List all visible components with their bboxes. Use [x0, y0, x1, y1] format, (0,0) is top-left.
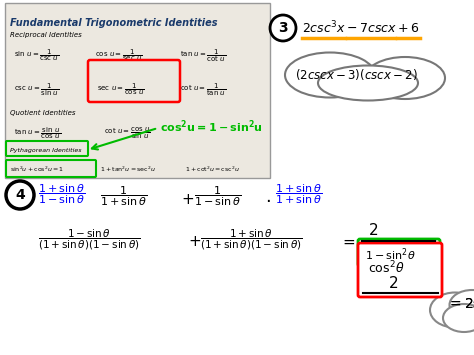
Text: Reciprocal Identities: Reciprocal Identities: [10, 32, 82, 38]
Text: Quotient Identities: Quotient Identities: [10, 110, 75, 116]
Text: Pythagorean Identities: Pythagorean Identities: [10, 148, 82, 153]
Text: $\sin\,u = \dfrac{1}{\csc\,u}$: $\sin\,u = \dfrac{1}{\csc\,u}$: [14, 48, 59, 63]
Text: $2$: $2$: [388, 275, 398, 291]
Text: $1-\sin^2\!\theta$: $1-\sin^2\!\theta$: [365, 246, 416, 263]
FancyBboxPatch shape: [358, 243, 442, 297]
Ellipse shape: [318, 66, 418, 100]
Text: $\sec\,u = \dfrac{1}{\cos\,u}$: $\sec\,u = \dfrac{1}{\cos\,u}$: [97, 82, 145, 97]
Text: $\dfrac{1+\sin\theta}{1-\sin\theta}$: $\dfrac{1+\sin\theta}{1-\sin\theta}$: [38, 183, 85, 207]
Text: $(2cscx-3)(cscx-2)$: $(2cscx-3)(cscx-2)$: [295, 67, 418, 82]
Ellipse shape: [430, 293, 474, 328]
Text: 4: 4: [15, 188, 25, 202]
Text: 3: 3: [278, 21, 288, 35]
Text: Fundamental Trigonometric Identities: Fundamental Trigonometric Identities: [10, 18, 218, 28]
Text: $\tan\,u = \dfrac{\sin\,u}{\cos\,u}$: $\tan\,u = \dfrac{\sin\,u}{\cos\,u}$: [14, 126, 61, 141]
Text: $=2\sec^2\!\theta$: $=2\sec^2\!\theta$: [447, 293, 474, 312]
Text: $\tan\,u = \dfrac{1}{\cot\,u}$: $\tan\,u = \dfrac{1}{\cot\,u}$: [180, 48, 227, 64]
Text: $1+\cot^2\!u=\csc^2\!u$: $1+\cot^2\!u=\csc^2\!u$: [185, 165, 240, 174]
Text: $\dfrac{1+\sin\theta}{(1+\sin\theta)(1-\sin\theta)}$: $\dfrac{1+\sin\theta}{(1+\sin\theta)(1-\…: [200, 228, 303, 252]
Text: $+$: $+$: [181, 192, 194, 207]
Text: $2$: $2$: [368, 222, 378, 238]
Text: $\cos^2\!\theta$: $\cos^2\!\theta$: [368, 260, 404, 276]
Text: $\dfrac{1+\sin\theta}{1+\sin\theta}$: $\dfrac{1+\sin\theta}{1+\sin\theta}$: [275, 183, 322, 207]
Ellipse shape: [365, 57, 445, 99]
Ellipse shape: [449, 290, 474, 320]
Text: $=2\sec^2\!\theta$: $=2\sec^2\!\theta$: [447, 293, 474, 312]
Text: $=$: $=$: [340, 234, 356, 249]
Text: $+$: $+$: [188, 234, 201, 249]
Text: $\dfrac{1}{1-\sin\theta}$: $\dfrac{1}{1-\sin\theta}$: [194, 185, 241, 208]
Text: $\cot\,u = \dfrac{1}{\tan\,u}$: $\cot\,u = \dfrac{1}{\tan\,u}$: [180, 82, 227, 98]
Text: $\dfrac{1-\sin\theta}{(1+\sin\theta)(1-\sin\theta)}$: $\dfrac{1-\sin\theta}{(1+\sin\theta)(1-\…: [38, 228, 141, 252]
Text: $\sin^2\!u+\cos^2\!u=1$: $\sin^2\!u+\cos^2\!u=1$: [10, 165, 64, 174]
Text: $\dfrac{1}{1+\sin\theta}$: $\dfrac{1}{1+\sin\theta}$: [100, 185, 147, 208]
Ellipse shape: [285, 53, 375, 98]
Text: $\cot\,u = \dfrac{\cos\,u}{\sin\,u}$: $\cot\,u = \dfrac{\cos\,u}{\sin\,u}$: [104, 126, 151, 141]
Text: $\csc\,u = \dfrac{1}{\sin\,u}$: $\csc\,u = \dfrac{1}{\sin\,u}$: [14, 82, 59, 98]
Text: $\mathbf{cos^2u=1-sin^2u}$: $\mathbf{cos^2u=1-sin^2u}$: [160, 118, 263, 135]
FancyBboxPatch shape: [358, 239, 440, 266]
Ellipse shape: [443, 304, 474, 332]
Text: $\cos\,u = \dfrac{1}{\sec\,u}$: $\cos\,u = \dfrac{1}{\sec\,u}$: [95, 48, 143, 63]
Text: $1+\tan^2\!u=\sec^2\!u$: $1+\tan^2\!u=\sec^2\!u$: [100, 165, 156, 174]
Text: $2csc^3x-7cscx+6$: $2csc^3x-7cscx+6$: [302, 20, 419, 37]
FancyBboxPatch shape: [5, 3, 270, 178]
Text: $\cdot$: $\cdot$: [265, 191, 271, 209]
